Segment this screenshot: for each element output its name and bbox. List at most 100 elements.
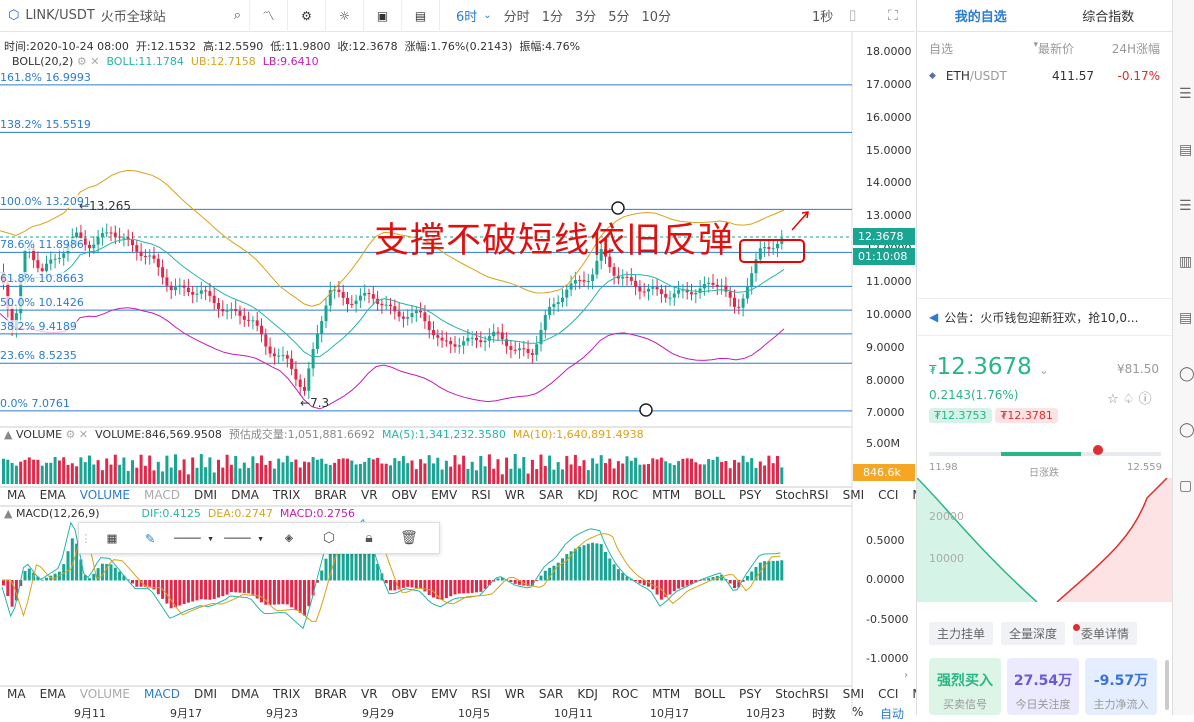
volume-bar <box>199 454 203 484</box>
indicator-tab-rsi[interactable]: RSI <box>471 488 491 502</box>
pencil-icon[interactable]: ✎ <box>145 529 155 547</box>
candle-body <box>268 346 272 354</box>
tab-main-orders[interactable]: 主力挂单 <box>929 622 994 645</box>
tf-1m[interactable]: 1分 <box>541 10 563 25</box>
template-icon[interactable]: ▦ <box>107 529 117 547</box>
chart-type-icon[interactable]: ▤ <box>402 0 440 32</box>
indicator-tab-macd[interactable]: MACD <box>143 687 180 701</box>
indicator-tab-dmi[interactable]: DMI <box>193 488 218 502</box>
indicator-tab-emv[interactable]: EMV <box>431 488 458 502</box>
settings-icon[interactable]: ⚙ <box>288 0 326 32</box>
indicator-tab-wr[interactable]: WR <box>504 488 525 502</box>
indicator-tab-ma[interactable]: MA <box>7 687 26 701</box>
line-width-select[interactable]: ──── ▾ <box>224 531 264 545</box>
indicator-tab-roc[interactable]: ROC <box>611 687 639 701</box>
tf-5m[interactable]: 5分 <box>608 10 630 25</box>
indicator-tab-obv[interactable]: OBV <box>391 488 418 502</box>
theme-icon[interactable]: ☼ <box>326 0 364 32</box>
scrollbar[interactable] <box>1165 660 1169 710</box>
percent-toggle[interactable]: % <box>852 705 864 719</box>
indicator-tab-ema[interactable]: EMA <box>39 687 66 701</box>
depth-chart[interactable] <box>917 478 1173 602</box>
fib-anchor-top[interactable] <box>611 201 625 215</box>
tab-watchlist[interactable]: 我的自选 <box>954 10 1007 25</box>
indicator-tab-stochrsi[interactable]: StochRSI <box>775 687 829 701</box>
indicator-tab-stochrsi[interactable]: StochRSI <box>775 488 829 502</box>
indicator-tab-sar[interactable]: SAR <box>538 488 564 502</box>
indicator-tab-dma[interactable]: DMA <box>231 488 259 502</box>
volume-bar <box>561 469 564 484</box>
notice-bar[interactable]: ◀ 公告：火币钱包迎新狂欢，抢10,0... <box>917 298 1173 336</box>
indicator-tab-psy[interactable]: PSY <box>739 687 762 701</box>
indicator-tab-dmi[interactable]: DMI <box>193 687 218 701</box>
indicator-tab-psy[interactable]: PSY <box>739 488 762 502</box>
scroll-right-icon[interactable]: › <box>903 670 910 681</box>
indicator-tab-brar[interactable]: BRAR <box>314 687 347 701</box>
tab-full-depth[interactable]: 全量深度 <box>1001 622 1066 645</box>
tf-3m[interactable]: 3分 <box>574 10 597 25</box>
netflow-card[interactable]: -9.57万 主力净流入 <box>1085 658 1157 715</box>
indicator-tab-volume[interactable]: VOLUME <box>79 488 130 502</box>
tf-6h[interactable]: 6时 <box>456 10 478 25</box>
indicator-tab-boll[interactable]: BOLL <box>694 687 726 701</box>
search-icon[interactable]: ⌕ <box>233 8 241 23</box>
tab-order-details[interactable]: 委单详情 <box>1073 622 1138 645</box>
chart-canvas[interactable] <box>0 32 915 715</box>
indicator-tab-roc[interactable]: ROC <box>611 488 639 502</box>
indicator-tab-ma[interactable]: MA <box>7 488 26 502</box>
indicator-tab-kdj[interactable]: KDJ <box>577 687 598 701</box>
attention-card[interactable]: 27.54万 今日关注度 <box>1007 658 1079 715</box>
indicator-tab-obv[interactable]: OBV <box>391 687 418 701</box>
drag-handle-icon[interactable]: ⋮ <box>80 531 92 545</box>
indicator-tab-trix[interactable]: TRIX <box>272 488 301 502</box>
volume-bar <box>638 464 642 484</box>
indicator-tab-cci[interactable]: CCI <box>878 488 899 502</box>
price-axis-label: 18.0000 <box>866 45 912 58</box>
indicator-tab-ema[interactable]: EMA <box>39 488 66 502</box>
tf-line[interactable]: 分时 <box>503 10 530 25</box>
candle-body <box>629 276 633 281</box>
settings-icon[interactable]: ⬡ <box>322 530 336 546</box>
fill-color-icon[interactable]: ◈ <box>284 530 294 546</box>
macd-bar <box>599 544 603 581</box>
indicator-tab-trix[interactable]: TRIX <box>272 687 301 701</box>
indicator-tab-kdj[interactable]: KDJ <box>577 488 598 502</box>
indicator-tab-dma[interactable]: DMA <box>231 687 259 701</box>
refresh-rate[interactable]: 1秒 <box>812 10 834 25</box>
fib-anchor-bottom[interactable] <box>639 403 653 417</box>
indicator-tab-mtm[interactable]: MTM <box>652 488 681 502</box>
fullscreen-icon[interactable]: ⛶ <box>888 7 898 24</box>
buy-signal-card[interactable]: 强烈买入 买卖信号 <box>929 658 1001 715</box>
chart-area[interactable]: 时间:2020-10-24 08:00 开:12.1532 高:12.5590 … <box>0 32 970 721</box>
indicator-tab-volume[interactable]: VOLUME <box>79 687 130 701</box>
indicator-tab-mtm[interactable]: MTM <box>652 687 681 701</box>
indicator-tab-vr[interactable]: VR <box>360 488 378 502</box>
chevron-down-icon[interactable]: ⌄ <box>483 10 492 21</box>
tab-indices[interactable]: 综合指数 <box>1082 10 1135 25</box>
camera-icon[interactable]: ⌷ <box>848 6 858 25</box>
volume-bar <box>535 469 539 484</box>
tf-10m[interactable]: 10分 <box>641 10 672 25</box>
layout-icon[interactable]: ▣ <box>364 0 402 32</box>
indicator-tab-vr[interactable]: VR <box>360 687 378 701</box>
indicator-tab-cci[interactable]: CCI <box>878 687 899 701</box>
indicator-tab-rsi[interactable]: RSI <box>471 687 491 701</box>
line-style-select[interactable]: ──── ▾ <box>174 531 214 545</box>
indicator-tab-macd[interactable]: MACD <box>143 488 180 502</box>
trash-icon[interactable]: 🗑︎ <box>400 530 418 546</box>
indicator-icon[interactable]: 〽 <box>250 0 288 32</box>
indicator-tab-wr[interactable]: WR <box>504 687 525 701</box>
indicator-tab-brar[interactable]: BRAR <box>314 488 347 502</box>
indicator-tab-smi[interactable]: SMI <box>842 488 865 502</box>
watchlist-row[interactable]: ◆ ETH/USDT 411.57 -0.17% <box>929 69 1160 83</box>
indicator-tab-emv[interactable]: EMV <box>431 687 458 701</box>
indicator-tab-sar[interactable]: SAR <box>538 687 564 701</box>
auto-toggle[interactable]: 自动 <box>880 707 905 721</box>
indicator-tab-boll[interactable]: BOLL <box>694 488 726 502</box>
candle-body <box>681 289 685 291</box>
side-icons[interactable]: ☰ ▤ ☰ ▥ ▤ ◯ ◯ ▢ <box>1179 86 1194 494</box>
pair-title[interactable]: ⬡ LINK/USDT 火币全球站 ⌕ <box>0 0 250 32</box>
lock-icon[interactable]: 🔒︎ <box>365 530 373 546</box>
indicator-tab-smi[interactable]: SMI <box>842 687 865 701</box>
alert-icons[interactable]: ☆ ♤ ⓘ <box>1107 392 1152 407</box>
